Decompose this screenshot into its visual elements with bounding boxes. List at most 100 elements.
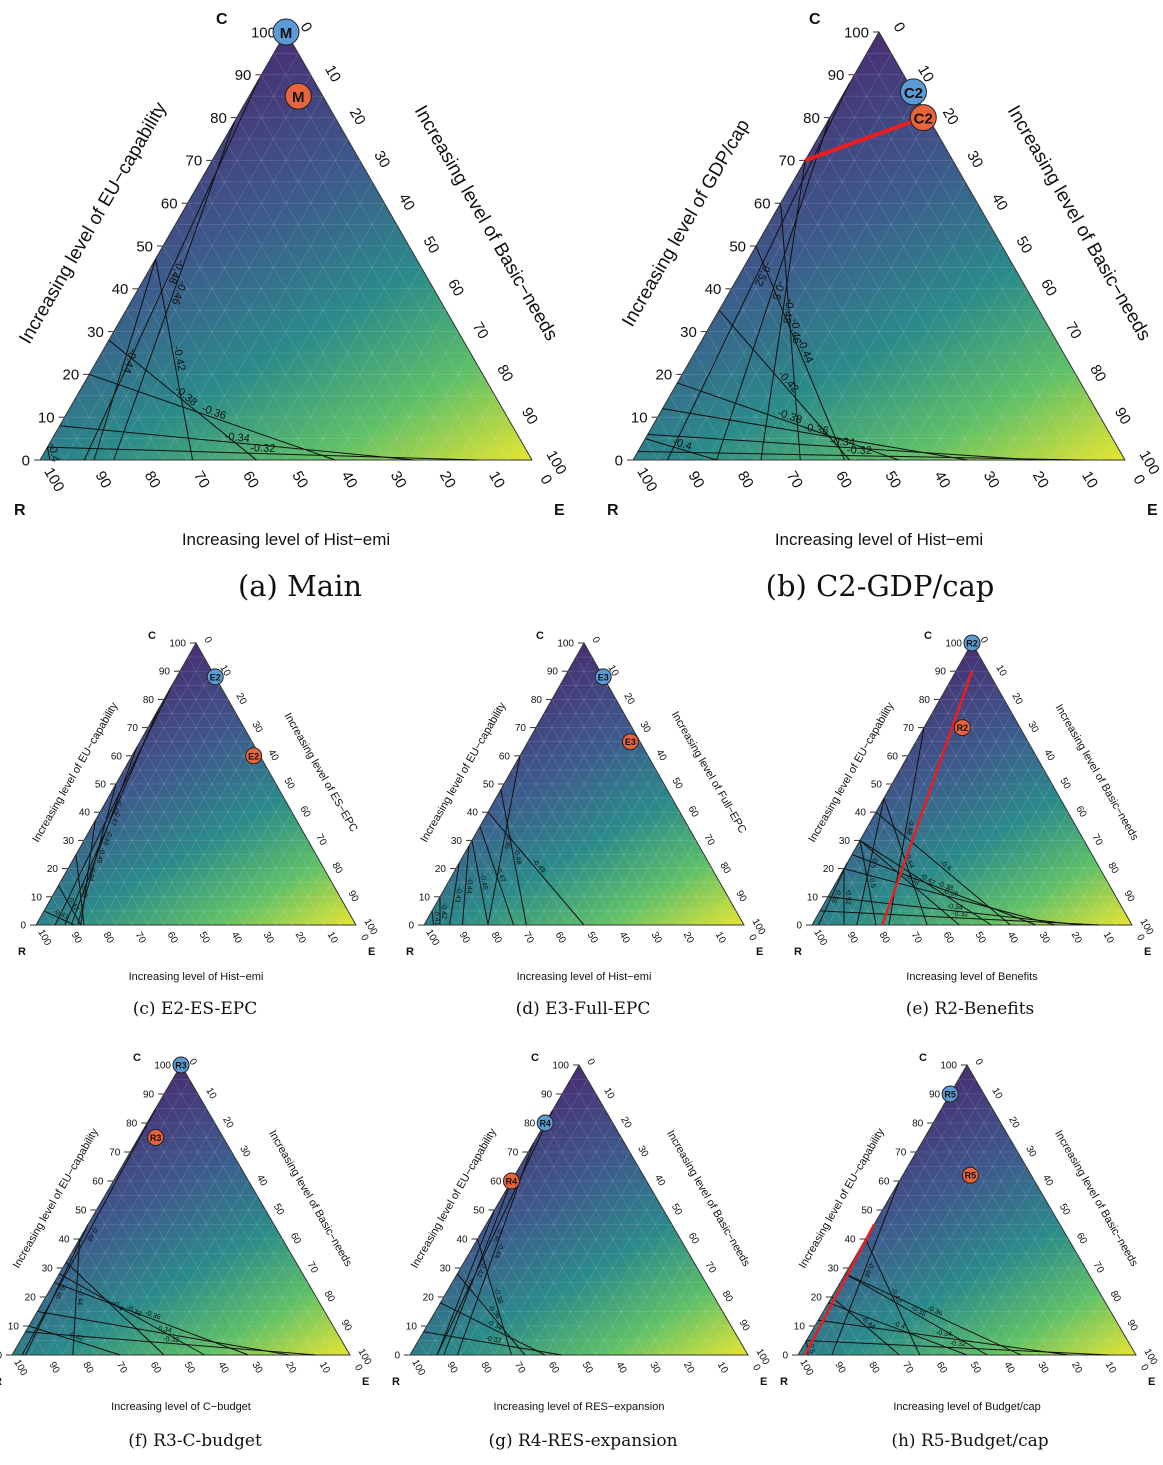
tick-label: 40 xyxy=(1001,1360,1016,1376)
grid-line xyxy=(792,181,954,461)
tick-label: 40 xyxy=(395,191,418,214)
grid-line xyxy=(559,685,697,926)
tick-label: 10 xyxy=(38,409,55,426)
contour-label: -0.47 xyxy=(494,866,506,883)
grid-line xyxy=(439,656,593,926)
grid-line xyxy=(463,854,505,926)
grid-line xyxy=(115,783,197,926)
tick-label: 70 xyxy=(1062,319,1085,342)
grid-line xyxy=(646,1267,698,1356)
grid-line xyxy=(681,374,732,461)
tick-label: 40 xyxy=(844,1235,856,1246)
grid-line xyxy=(180,1209,266,1356)
tick-label: 40 xyxy=(79,808,91,819)
contour-line xyxy=(818,1319,1069,1356)
contour-line xyxy=(859,840,877,926)
grid-line xyxy=(52,438,65,461)
tick-label: 30 xyxy=(635,1144,650,1160)
corner-label-top: C xyxy=(536,630,544,642)
corner-label-top: C xyxy=(216,11,228,28)
grid-line xyxy=(67,868,101,926)
grid-line xyxy=(494,1137,622,1356)
tick-label: 30 xyxy=(42,1264,54,1275)
grid-line xyxy=(694,352,757,461)
contour-label: -0.4 xyxy=(46,442,61,463)
contour-label: -0.32 xyxy=(485,1335,502,1345)
scenario-points: C2 C2 xyxy=(899,78,937,132)
grid-line xyxy=(439,896,457,926)
contour-line xyxy=(859,840,960,926)
tick-label: 50 xyxy=(1057,776,1072,792)
tick-label: 40 xyxy=(229,930,244,946)
contour-line xyxy=(440,1302,546,1356)
tick-label: 90 xyxy=(541,1090,553,1101)
tick-label: 100 xyxy=(11,1358,29,1378)
tick-label: 30 xyxy=(370,148,393,171)
contour-label: -0.46 xyxy=(502,833,512,850)
grid-line xyxy=(502,1195,597,1356)
tick-label: 80 xyxy=(866,1360,881,1376)
grid-line xyxy=(856,1253,917,1356)
tick-label: 90 xyxy=(92,468,115,491)
tick-label: 80 xyxy=(329,861,344,877)
tick-label: 50 xyxy=(1057,1202,1072,1218)
grid-line xyxy=(1051,1282,1095,1356)
corner-label-left: R xyxy=(780,1376,788,1388)
tick-label: 70 xyxy=(305,1260,320,1276)
bottom-axis-title: Increasing level of Hist−emi xyxy=(517,971,652,983)
grid-line xyxy=(899,769,989,926)
tick-label: 20 xyxy=(233,691,248,707)
tick-label: 0 xyxy=(890,20,909,36)
ternary-plot: -0.48-0.5-0.44-0.42-0.4-0.38 -0.36-0.34-0… xyxy=(780,1052,1159,1413)
grid-line xyxy=(567,769,657,926)
grid-line xyxy=(236,117,434,461)
grid-line xyxy=(334,288,434,461)
grid-line xyxy=(75,854,117,926)
grid-line xyxy=(519,1166,630,1356)
tick-label: 90 xyxy=(1125,1318,1140,1334)
contour-line xyxy=(46,447,51,461)
tick-label: 70 xyxy=(313,832,328,848)
grid-line xyxy=(433,374,484,461)
contour-line xyxy=(57,885,82,926)
tick-label: 0 xyxy=(615,452,623,469)
contour-label: -0.32 xyxy=(950,1340,966,1348)
grid-line xyxy=(543,713,665,926)
grid-line xyxy=(923,727,1037,926)
tick-label: 50 xyxy=(729,238,746,255)
tick-label: 20 xyxy=(1006,1115,1021,1131)
grid-line xyxy=(528,1166,639,1356)
grid-line xyxy=(113,1180,216,1356)
grid-line xyxy=(891,783,973,926)
tick-label: 0 xyxy=(1129,472,1148,488)
grid-line xyxy=(883,797,957,926)
grid-line xyxy=(854,74,1077,461)
grid-line xyxy=(829,203,978,461)
grid-line xyxy=(1099,896,1117,926)
grid-line xyxy=(983,1224,1061,1356)
grid-line xyxy=(163,1093,317,1356)
grid-line xyxy=(916,1151,1035,1356)
tick-label: 20 xyxy=(621,691,636,707)
grid xyxy=(431,656,737,926)
grid-line xyxy=(570,1079,732,1356)
grid-line xyxy=(647,840,697,926)
contour-line xyxy=(423,1331,563,1356)
contour-line xyxy=(843,868,1056,926)
grid-line xyxy=(663,1282,707,1356)
tick-label: 10 xyxy=(794,1322,806,1333)
grid-line xyxy=(679,868,713,926)
tick-label: 40 xyxy=(613,1360,628,1376)
grid-line xyxy=(139,741,245,926)
grid-line xyxy=(113,96,324,461)
grid-line xyxy=(460,1267,512,1356)
grid-line xyxy=(1115,910,1125,926)
tick-label: 70 xyxy=(521,930,536,946)
grid-line xyxy=(865,1122,1002,1356)
tick-label: 90 xyxy=(235,67,252,84)
tick-label: 90 xyxy=(935,667,947,678)
tick-label: 30 xyxy=(680,324,697,341)
grid-line xyxy=(307,882,333,926)
grid-line xyxy=(146,1180,249,1356)
tick-label: 20 xyxy=(435,864,447,875)
